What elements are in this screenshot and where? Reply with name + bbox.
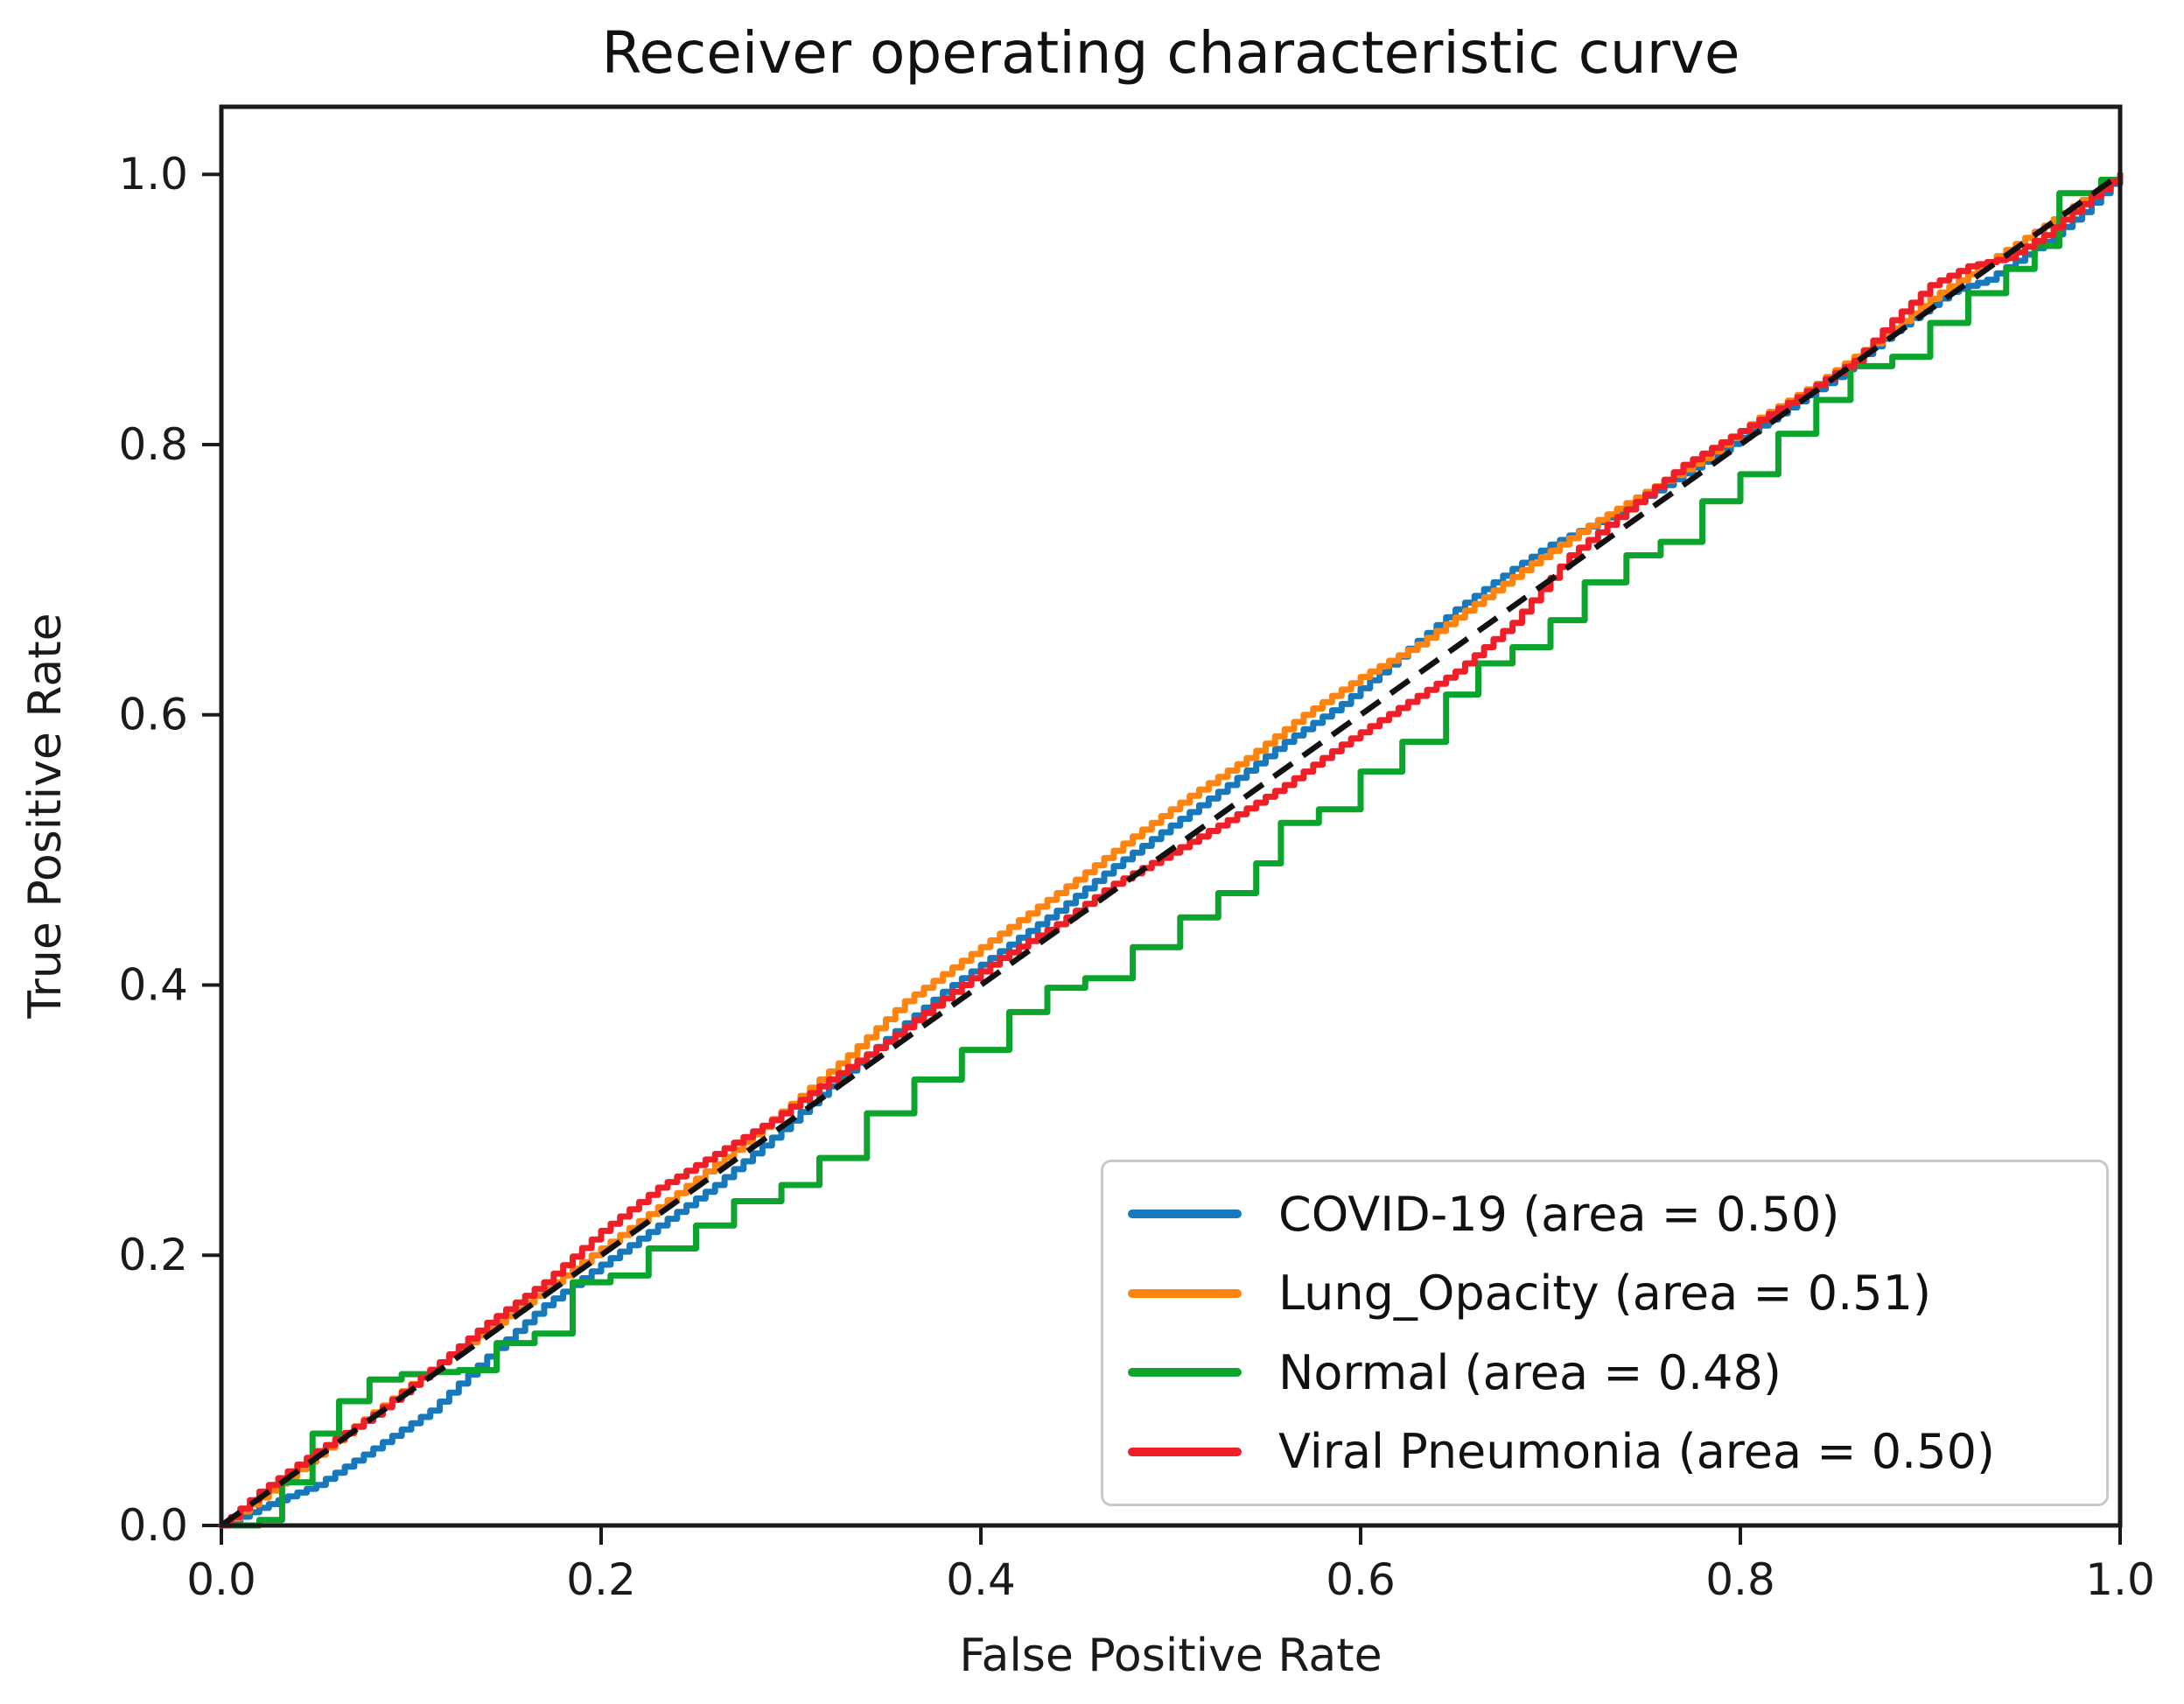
legend-item-covid19: COVID-19 (area = 0.50) bbox=[1128, 1187, 2106, 1242]
legend-label: Viral Pneumonia (area = 0.50) bbox=[1278, 1424, 1995, 1480]
legend-item-normal: Normal (area = 0.48) bbox=[1128, 1345, 2106, 1400]
x-axis-label: False Positive Rate bbox=[959, 1630, 1382, 1682]
normal-line-swatch bbox=[1128, 1368, 1242, 1378]
viral-pneumonia-line-swatch bbox=[1128, 1447, 1242, 1456]
x-axis-tick-label: 1.0 bbox=[2085, 1554, 2155, 1605]
x-axis-tick-label: 0.2 bbox=[566, 1554, 636, 1605]
y-axis-tick-label: 0.4 bbox=[118, 959, 188, 1010]
x-axis-tick-label: 0.4 bbox=[946, 1554, 1016, 1605]
chart-title: Receiver operating characteristic curve bbox=[601, 19, 1740, 87]
y-axis-tick-label: 0.0 bbox=[118, 1500, 188, 1551]
x-axis-tick-label: 0.0 bbox=[186, 1554, 256, 1605]
y-axis-tick-label: 0.2 bbox=[118, 1230, 188, 1280]
y-axis-tick-label: 1.0 bbox=[118, 149, 188, 200]
legend-item-viral-pneumonia: Viral Pneumonia (area = 0.50) bbox=[1128, 1424, 2106, 1479]
chance-diagonal-line bbox=[220, 172, 2122, 1528]
x-axis-tick-label: 0.6 bbox=[1326, 1554, 1396, 1605]
lung-opacity-line-swatch bbox=[1128, 1288, 1242, 1298]
x-axis-tick-label: 0.8 bbox=[1705, 1554, 1775, 1605]
y-axis-label: True Positive Rate bbox=[19, 613, 72, 1019]
y-axis-tick-label: 0.8 bbox=[118, 419, 188, 470]
covid19-line-swatch bbox=[1128, 1210, 1242, 1219]
roc-curve-normal bbox=[218, 171, 2124, 1529]
y-axis-tick-label: 0.6 bbox=[118, 690, 188, 740]
legend-label: Normal (area = 0.48) bbox=[1278, 1344, 1782, 1400]
legend-item-lung-opacity: Lung_Opacity (area = 0.51) bbox=[1128, 1266, 2106, 1321]
plot-border bbox=[219, 104, 2123, 1528]
legend-label: COVID-19 (area = 0.50) bbox=[1278, 1186, 1840, 1242]
legend-box: COVID-19 (area = 0.50) Lung_Opacity (are… bbox=[1101, 1160, 2109, 1506]
legend-label: Lung_Opacity (area = 0.51) bbox=[1278, 1266, 1932, 1322]
